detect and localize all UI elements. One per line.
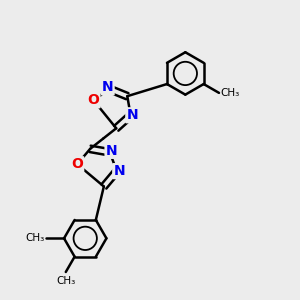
Text: N: N xyxy=(126,108,138,122)
Text: O: O xyxy=(88,93,100,107)
Text: CH₃: CH₃ xyxy=(220,88,240,98)
Text: O: O xyxy=(71,157,83,171)
Text: N: N xyxy=(106,144,117,158)
Text: CH₃: CH₃ xyxy=(26,233,45,243)
Text: CH₃: CH₃ xyxy=(56,275,75,286)
Text: N: N xyxy=(102,80,114,94)
Text: N: N xyxy=(113,164,125,178)
